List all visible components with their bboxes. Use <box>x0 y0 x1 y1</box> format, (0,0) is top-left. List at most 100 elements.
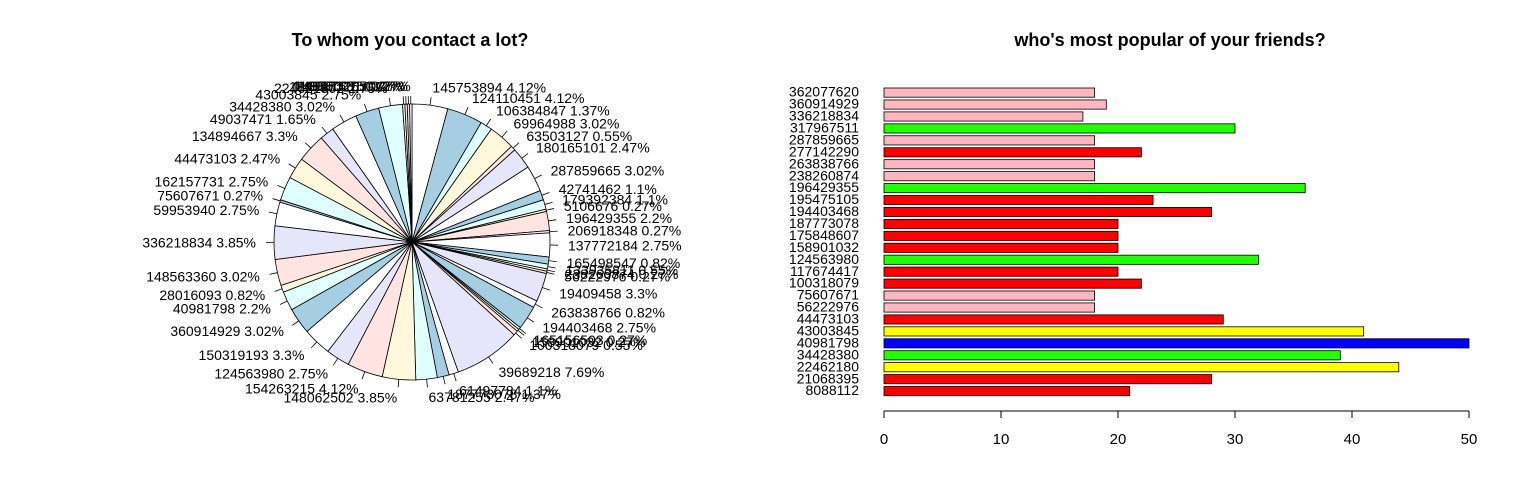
pie-slice-label: 179392384 1.1% <box>562 192 668 208</box>
bar-category-label: 287859665 <box>789 131 859 147</box>
bar-category-label: 124563980 <box>789 251 859 267</box>
pie-label-tick <box>397 379 400 388</box>
bar <box>883 338 1470 349</box>
bar <box>883 362 1400 373</box>
bar-category-label: 277142290 <box>789 143 859 159</box>
pie-label-tick <box>311 341 318 348</box>
pie-slice-label: 224621802 2.75% <box>274 80 388 96</box>
bar <box>883 350 1341 361</box>
pie-label-tick <box>269 211 277 215</box>
bar <box>883 290 1096 301</box>
bar <box>883 183 1306 194</box>
pie-slice-label: 162157731 2.75% <box>155 173 269 189</box>
bar <box>883 159 1096 170</box>
pie-label-tick <box>339 114 345 123</box>
pie-slice-label: 137772184 2.75% <box>568 237 682 253</box>
bar <box>883 195 1154 206</box>
pie-slice-label: 63503127 0.55% <box>526 128 632 144</box>
bar-category-label: 362077620 <box>789 84 859 100</box>
pie-slice-label: 61497784 1.1% <box>459 383 557 399</box>
bar-category-label: 196429355 <box>789 179 859 195</box>
pie-label-tick <box>549 230 558 233</box>
bar-chart: 3620776203609149293362188343179675112878… <box>789 84 1477 448</box>
bar-category-label: 8088112 <box>806 382 860 398</box>
pie-label-tick <box>541 192 550 196</box>
pie-label-tick <box>277 184 285 189</box>
pie-label-tick <box>515 332 522 339</box>
pie-slice-label: 56222976 0.27% <box>564 268 670 284</box>
pie-label-tick <box>364 103 368 112</box>
pie-slice-label: 360914929 3.02% <box>170 323 284 339</box>
pie-slice-label: 158901032 0.27% <box>532 334 646 350</box>
bar <box>883 171 1096 182</box>
bar <box>883 87 1096 98</box>
pie-slice-label: 165498547 0.82% <box>567 255 681 271</box>
bar-category-label: 43003845 <box>797 323 860 339</box>
pie-slice-label: 40981798 2.2% <box>173 301 271 317</box>
x-tick-label: 0 <box>880 431 888 448</box>
pie-slice-label: 116957631 0.27% <box>293 78 406 94</box>
bar-category-label: 44473103 <box>797 311 860 327</box>
bar <box>883 266 1119 277</box>
pie-label-tick <box>269 272 278 275</box>
bar <box>883 254 1259 265</box>
pie-label-tick <box>534 174 542 179</box>
pie-slice-label: 133935811 0.55% <box>566 262 679 278</box>
pie-title: To whom you contact a lot? <box>291 30 529 50</box>
bar-category-label: 40981798 <box>797 334 860 350</box>
pie-slice-label: 106384847 1.37% <box>496 103 610 119</box>
pie-slice-label: 196429355 2.2% <box>566 210 672 226</box>
bar <box>883 147 1142 158</box>
pie-slice-label: 287859665 3.02% <box>551 162 665 178</box>
bar-category-label: 100318079 <box>789 275 859 291</box>
pie-slice-label: 180595725 0.27% <box>289 78 403 94</box>
x-tick-label: 10 <box>993 431 1010 448</box>
pie-label-tick <box>388 97 391 106</box>
pie-label-tick <box>333 358 339 366</box>
pie-slice-label: 100318079 0.55% <box>529 337 643 353</box>
x-tick-label: 40 <box>1344 431 1361 448</box>
pie-label-tick <box>512 142 520 149</box>
pie-slice-label: 145753894 4.12% <box>432 79 546 95</box>
pie-label-tick <box>521 153 529 159</box>
pie-slice-label: 124563980 2.75% <box>214 365 328 381</box>
pie-slice-label: 263838766 0.82% <box>551 304 665 320</box>
pie-label-tick <box>442 376 446 385</box>
pie-label-tick <box>485 118 491 126</box>
pie-label-tick <box>546 208 555 211</box>
bar-panel: who's most popular of your friends? 3620… <box>760 0 1527 487</box>
bar-category-label: 263838766 <box>789 155 859 171</box>
pie-label-tick <box>547 269 556 273</box>
pie-label-tick <box>304 142 312 149</box>
pie-slice-label: 194403468 2.75% <box>542 320 656 336</box>
bar-category-label: 360914929 <box>789 96 859 112</box>
pie-label-tick <box>542 287 550 291</box>
pie-slice-label: 69964988 3.02% <box>514 116 620 132</box>
bar <box>883 123 1236 134</box>
bar <box>883 278 1142 289</box>
pie-slice-label: 238260874 0.27% <box>565 266 679 282</box>
bar-category-label: 317967511 <box>790 120 859 136</box>
pie-label-tick <box>274 288 283 292</box>
bar-category-label: 194403468 <box>789 203 859 219</box>
bar-category-label: 175848607 <box>789 227 859 243</box>
pie-label-tick <box>501 130 508 138</box>
pie-label-tick <box>361 371 366 380</box>
pie-label-tick <box>517 330 525 336</box>
bar-category-label: 34428380 <box>797 346 860 362</box>
pie-slice-label: 44473103 2.47% <box>174 151 280 167</box>
pie-slice-label: 165156503 0.27% <box>534 332 648 348</box>
pie-slice-label: 149560275 0.27% <box>294 78 408 94</box>
bar <box>883 111 1084 122</box>
pie-slice-label: 59953940 2.75% <box>153 202 259 218</box>
pie-chart: 145753894 4.12%124110451 4.12%106384847 … <box>142 78 682 405</box>
pie-label-tick <box>279 300 288 305</box>
bar-category-label: 187773078 <box>789 215 859 231</box>
bar <box>883 314 1224 325</box>
pie-slice-label: 148563360 3.02% <box>146 269 260 285</box>
pie-slice-label: 148062502 3.85% <box>283 389 397 405</box>
pie-label-tick <box>291 320 299 326</box>
x-tick-label: 20 <box>1110 431 1127 448</box>
pie-label-tick <box>527 317 535 323</box>
bar <box>883 302 1096 313</box>
